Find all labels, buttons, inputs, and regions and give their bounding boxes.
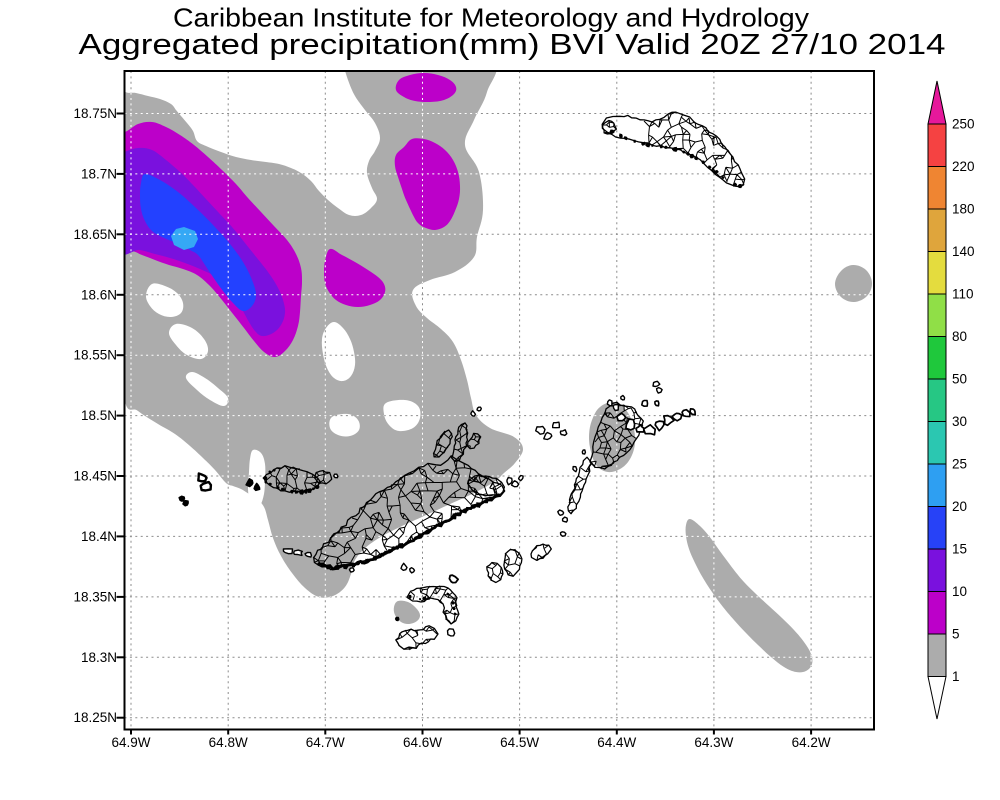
svg-text:110: 110 (952, 287, 974, 302)
svg-text:18.3N: 18.3N (81, 650, 117, 665)
svg-text:18.5N: 18.5N (81, 408, 117, 423)
svg-text:64.3W: 64.3W (694, 735, 733, 750)
svg-text:18.7N: 18.7N (81, 166, 117, 181)
svg-text:18.25N: 18.25N (73, 710, 117, 725)
svg-text:64.8W: 64.8W (209, 735, 248, 750)
svg-text:250: 250 (952, 117, 975, 132)
svg-text:220: 220 (952, 159, 975, 174)
svg-text:15: 15 (952, 542, 967, 557)
svg-text:64.7W: 64.7W (306, 735, 345, 750)
svg-text:140: 140 (952, 244, 975, 259)
svg-text:Aggregated precipitation(mm) B: Aggregated precipitation(mm) BVI Valid 2… (79, 29, 946, 61)
svg-text:20: 20 (952, 499, 967, 514)
svg-text:64.6W: 64.6W (403, 735, 442, 750)
svg-text:30: 30 (952, 414, 967, 429)
svg-text:18.75N: 18.75N (73, 106, 117, 121)
svg-text:180: 180 (952, 202, 975, 217)
svg-text:18.45N: 18.45N (73, 469, 117, 484)
svg-text:18.35N: 18.35N (73, 589, 117, 604)
svg-text:64.4W: 64.4W (597, 735, 636, 750)
svg-text:10: 10 (952, 584, 967, 599)
svg-text:50: 50 (952, 372, 967, 387)
svg-text:64.9W: 64.9W (111, 735, 150, 750)
svg-text:25: 25 (952, 457, 967, 472)
svg-text:5: 5 (952, 627, 960, 642)
svg-text:18.55N: 18.55N (73, 348, 117, 363)
svg-text:Caribbean Institute for Meteor: Caribbean Institute for Meteorology and … (173, 3, 809, 33)
svg-text:64.5W: 64.5W (500, 735, 539, 750)
svg-text:1: 1 (952, 669, 960, 684)
svg-text:18.6N: 18.6N (81, 287, 117, 302)
svg-text:18.4N: 18.4N (81, 529, 117, 544)
svg-text:80: 80 (952, 329, 967, 344)
svg-text:64.2W: 64.2W (792, 735, 831, 750)
svg-text:18.65N: 18.65N (73, 227, 117, 242)
